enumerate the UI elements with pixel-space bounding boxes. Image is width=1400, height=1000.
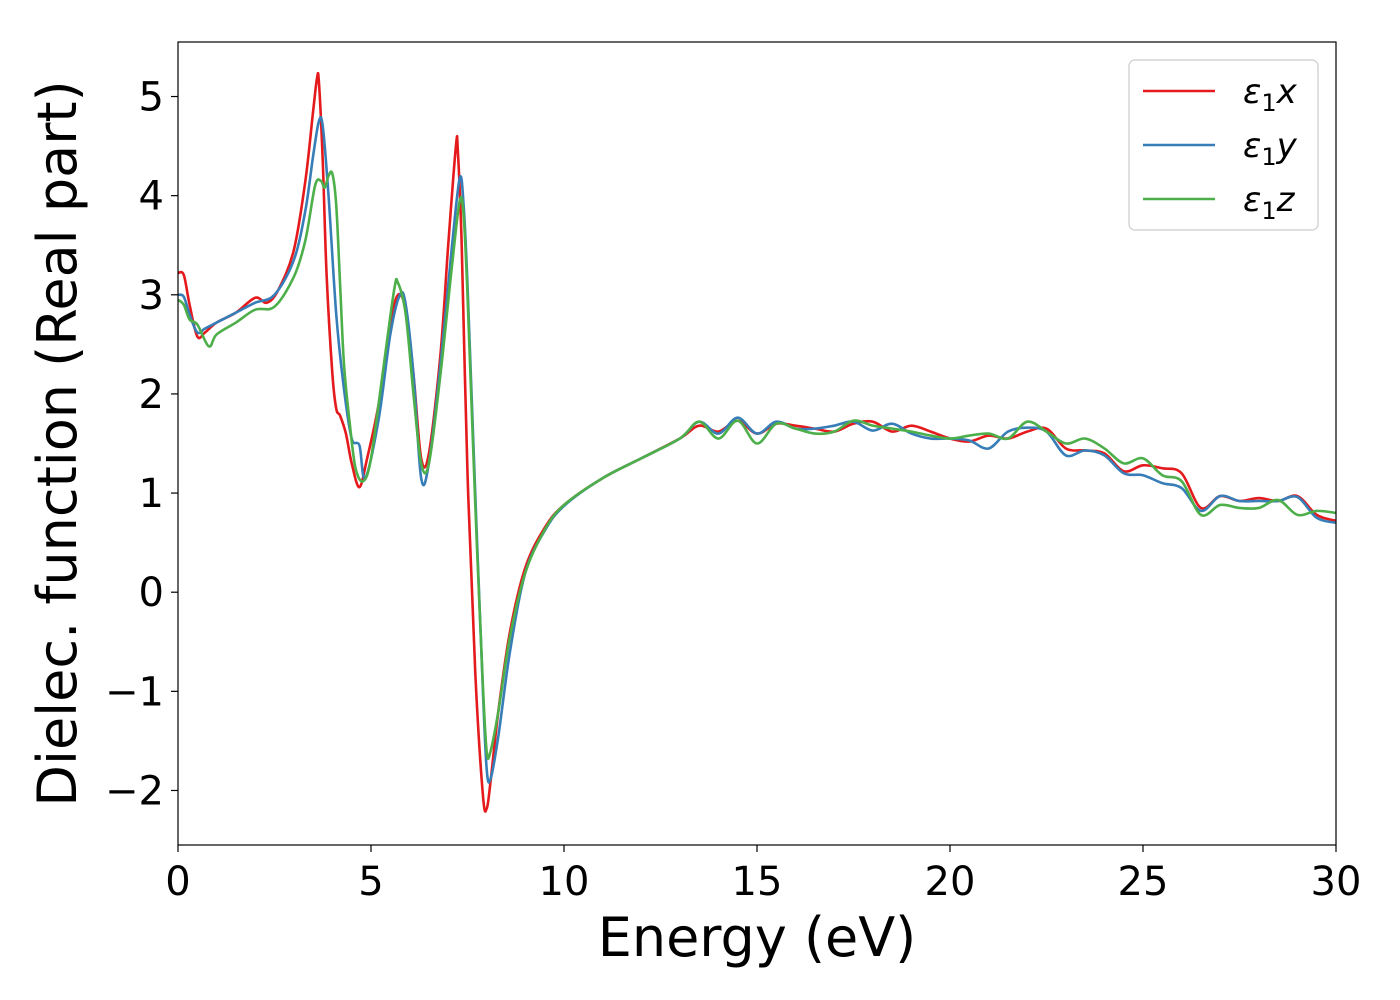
y-tick-label: 4 (139, 174, 164, 220)
y-tick-label: −1 (105, 669, 164, 715)
x-tick-label: 10 (539, 859, 590, 905)
y-tick-label: 0 (139, 570, 164, 616)
x-tick-label: 25 (1118, 859, 1169, 905)
x-tick-label: 20 (925, 859, 976, 905)
legend-symbol: ε (1243, 180, 1261, 220)
legend-variable: y (1276, 126, 1298, 166)
y-tick-label: 3 (139, 273, 164, 319)
y-tick-label: −2 (105, 768, 164, 814)
x-tick-label: 30 (1311, 859, 1362, 905)
legend-subscript: 1 (1261, 197, 1276, 225)
x-tick-label: 0 (165, 859, 190, 905)
series-line-y (178, 115, 1336, 784)
legend-subscript: 1 (1261, 89, 1276, 117)
y-tick-label: 1 (139, 471, 164, 517)
series-line-z (178, 170, 1336, 761)
x-tick-label: 15 (732, 859, 783, 905)
legend-subscript: 1 (1261, 143, 1276, 171)
y-axis-title: Dielec. function (Real part) (26, 80, 89, 806)
legend-symbol: ε (1243, 126, 1261, 166)
legend-box (1128, 59, 1319, 231)
y-tick-label: 2 (139, 372, 164, 418)
legend-label-y: ε1y (1243, 126, 1298, 171)
x-tick-label: 5 (358, 859, 383, 905)
legend-symbol: ε (1243, 72, 1261, 112)
legend-variable: z (1276, 180, 1296, 220)
legend-label-x: ε1x (1243, 72, 1298, 117)
series-layer (178, 71, 1336, 813)
ticks-layer: 0 5 10 15 20 25 30 −2 −1 0 1 2 3 4 5 (105, 75, 1361, 905)
legend-label-z: ε1z (1243, 180, 1296, 225)
y-tick-label: 5 (139, 75, 164, 121)
x-axis-title: Energy (eV) (598, 906, 917, 969)
legend-variable: x (1276, 72, 1298, 112)
